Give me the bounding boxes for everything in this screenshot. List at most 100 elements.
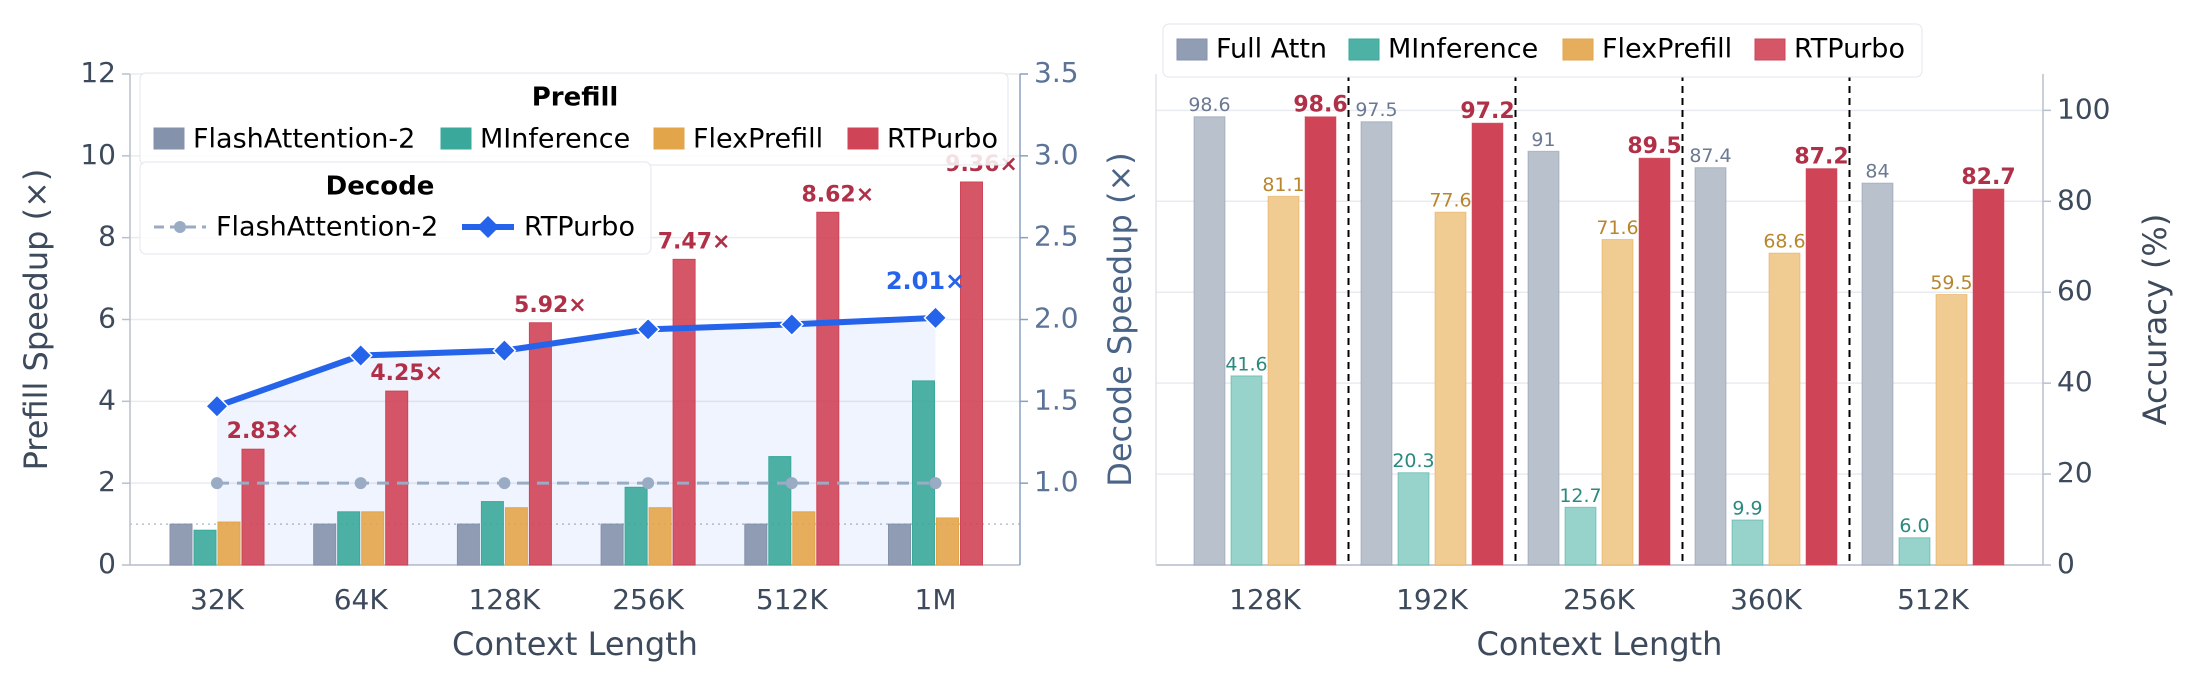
legend-label: FlashAttention-2 [216,212,438,243]
legend-label: MInference [480,124,630,155]
bar [912,380,935,566]
legend-title: Prefill [532,83,619,113]
legend-label: MInference [1388,34,1538,65]
x-tick-label: 512K [756,583,828,616]
y2-tick-label: 1.0 [1034,465,1079,498]
y-tick-label: 6 [98,302,116,335]
bar [936,517,959,566]
bar [1397,472,1430,566]
line-marker [348,343,373,368]
value-label: 2.01× [886,267,965,295]
y-tick-label: 40 [2057,365,2093,398]
value-label: 91 [1531,129,1555,151]
y-tick-label: 60 [2057,274,2093,307]
y2-tick-label: 2.0 [1034,302,1079,335]
value-label: 68.6 [1763,231,1805,253]
legend-swatch [1348,38,1380,61]
bar [1731,519,1764,566]
y-tick-label: 4 [98,383,116,416]
value-label: 71.6 [1596,217,1638,239]
value-label: 89.5 [1627,134,1681,159]
line-marker [204,394,230,419]
value-label: 81.1 [1262,174,1304,196]
legend-label: RTPurbo [524,212,635,243]
bar [888,523,911,566]
value-label: 98.6 [1188,94,1230,116]
line-marker [929,477,942,490]
value-label: 77.6 [1429,190,1471,212]
x-tick-label: 360K [1730,583,1802,616]
bar [1267,195,1300,566]
legend-swatch [477,216,499,238]
bar [1601,238,1634,566]
value-label: 41.6 [1225,353,1267,375]
y-axis-title: Prefill Speedup (×) [17,169,55,471]
bar [648,507,672,566]
x-tick-label: 256K [1563,583,1635,616]
bar [1360,121,1393,566]
y-tick-label: 20 [2057,456,2093,489]
legend-swatch [847,127,879,150]
value-label: 6.0 [1899,515,1929,537]
x-tick-label: 256K [612,583,684,616]
value-label: 59.5 [1930,272,1972,294]
bar [337,511,361,566]
bar [1768,252,1801,566]
y-tick-label: 10 [80,138,116,171]
bar [1527,150,1560,566]
value-label: 20.3 [1392,450,1434,472]
legend-label: FlexPrefill [693,124,823,155]
bar [1694,167,1727,566]
y-tick-label: 2 [98,465,116,498]
x-tick-label: 64K [334,583,389,616]
y2-tick-label: 1.5 [1034,383,1079,416]
value-label: 7.47× [658,229,731,254]
line-marker [211,477,223,490]
y-tick-label: 80 [2057,183,2093,216]
bar [768,456,792,566]
bar [672,258,696,566]
bar [241,448,265,566]
bar [480,501,504,566]
bar [792,511,816,566]
bar [1471,122,1504,566]
value-label: 12.7 [1559,485,1601,507]
value-label: 5.92× [514,293,587,318]
legend-swatch [153,127,185,150]
value-label: 2.83× [227,419,300,444]
y2-tick-label: 3.5 [1034,56,1079,89]
value-label: 8.62× [801,182,874,207]
x-tick-label: 192K [1396,583,1468,616]
bar [456,523,480,566]
bar [361,511,385,566]
value-label: 84 [1865,161,1889,183]
line-marker [923,305,948,330]
bar [1638,157,1671,566]
value-label: 9.9 [1732,497,1762,519]
y-axis-title: Accuracy (%) [2136,214,2174,426]
bar [1972,188,2005,566]
bar [193,529,217,566]
legend-swatch [174,221,186,233]
bar [1193,116,1226,566]
legend-swatch [653,127,685,150]
x-tick-label: 512K [1897,583,1969,616]
legend-label: RTPurbo [887,124,998,155]
line-marker [498,477,511,490]
x-tick-label: 128K [1229,583,1301,616]
bar [816,211,840,566]
bar [169,523,193,566]
bar [313,523,337,566]
bar [1230,375,1263,566]
legend-title: Decode [326,172,435,202]
line-marker [779,312,804,337]
bar [1935,293,1968,566]
bar [217,521,241,566]
bar [744,523,768,566]
legend-swatch [1754,38,1786,61]
y-tick-label: 100 [2057,92,2110,125]
x-axis-title: Context Length [1477,625,1723,663]
bar [624,486,648,566]
bar [1861,182,1894,566]
value-label: 97.2 [1460,99,1514,124]
